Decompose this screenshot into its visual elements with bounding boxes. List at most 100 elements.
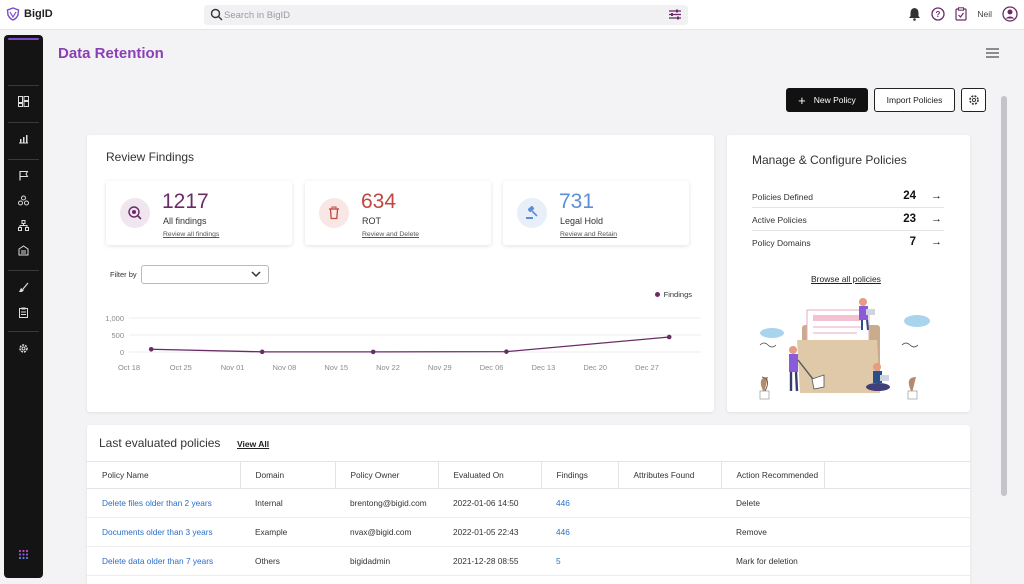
filter-by-select[interactable] [141, 265, 269, 284]
legend-dot [654, 292, 660, 297]
column-header-evaluated-on[interactable]: Evaluated On [438, 461, 542, 489]
table-row[interactable]: Delete files older than 2 years Internal… [87, 488, 970, 518]
app-logo[interactable]: BigID [6, 7, 53, 21]
sidebar-item-reports[interactable] [14, 129, 33, 148]
eye-icon [120, 198, 150, 228]
stat-card-all-findings[interactable]: 1217 All findings Review all findings [106, 181, 292, 245]
x-tick-label: Oct 18 [118, 363, 140, 372]
arrow-right-icon[interactable]: → [931, 213, 942, 225]
last-evaluated-policies-card: Last evaluated policies View All Policy … [87, 425, 970, 584]
evaluated-on-cell: 2022-01-06 14:50 [438, 488, 541, 518]
findings-link[interactable]: 446 [541, 488, 618, 518]
findings-series-line [151, 336, 670, 353]
x-tick-label: Nov 08 [273, 363, 297, 372]
view-all-link[interactable]: View All [237, 439, 270, 449]
sidebar-item-retention[interactable] [14, 303, 33, 322]
data-point [148, 346, 154, 352]
policies-defined-row[interactable]: Policies Defined 24 → [752, 186, 944, 208]
scrollbar-thumb[interactable] [1001, 96, 1007, 496]
search-bar[interactable]: Search in BigID [204, 5, 688, 25]
policies-table: Policy Name Domain Policy Owner Evaluate… [87, 461, 970, 576]
policy-name-link[interactable]: Delete files older than 2 years [87, 488, 240, 518]
active-policies-row[interactable]: Active Policies 23 → [752, 209, 944, 231]
findings-link[interactable]: 446 [541, 517, 618, 547]
policy-domains-row[interactable]: Policy Domains 7 → [752, 232, 944, 254]
new-policy-label: New Policy [813, 95, 856, 105]
domain-cell: Others [240, 546, 335, 576]
action-cell: Mark for deletion [721, 546, 824, 576]
sidebar-item-remediation[interactable] [14, 278, 33, 297]
bell-icon[interactable] [908, 7, 921, 21]
broom-icon [19, 282, 29, 292]
stat-card-legal-hold[interactable]: 731 Legal Hold Review and Retain [503, 181, 689, 245]
legend-label: Findings [663, 290, 692, 299]
import-policies-button[interactable]: Import Policies [874, 88, 955, 112]
empty-cell [824, 488, 970, 518]
column-header-empty [824, 461, 970, 489]
y-tick-label: 500 [111, 331, 124, 340]
user-name[interactable]: Neil [977, 9, 992, 19]
domain-cell: Internal [240, 488, 335, 518]
sidebar-item-policies[interactable] [14, 166, 33, 185]
legal-hold-value: 731 [559, 190, 595, 213]
new-policy-button[interactable]: + New Policy [786, 88, 868, 112]
policies-defined-value: 24 [903, 190, 916, 202]
browse-all-policies-link[interactable]: Browse all policies [811, 274, 881, 284]
column-header-domain[interactable]: Domain [240, 461, 336, 489]
sidebar-item-hierarchy[interactable] [14, 216, 33, 235]
x-tick-label: Nov 29 [428, 363, 452, 372]
plus-icon: + [798, 92, 806, 108]
review-findings-card: Review Findings 1217 All findings Review… [87, 135, 714, 412]
findings-line-chart: 1,000 500 0 Oct 18 Oct 25 Nov 01 Nov 08 Nov 15 N… [105, 314, 701, 372]
x-tick-label: Nov 01 [221, 363, 245, 372]
hierarchy-icon [18, 220, 29, 231]
review-all-findings-link[interactable]: Review all findings [163, 231, 220, 238]
x-tick-label: Nov 22 [376, 363, 400, 372]
filter-sliders-icon[interactable] [668, 8, 682, 21]
help-icon[interactable]: ? [931, 7, 945, 21]
table-row[interactable]: Documents older than 3 years Example nva… [87, 517, 970, 547]
action-cell: Remove [721, 517, 824, 547]
tasks-icon[interactable] [955, 7, 967, 21]
active-policies-value: 23 [903, 213, 916, 225]
gear-icon [19, 344, 28, 353]
x-tick-label: Dec 13 [532, 363, 556, 372]
evaluated-on-cell: 2022-01-05 22:43 [438, 517, 541, 547]
legal-hold-label: Legal Hold [560, 216, 604, 226]
sidebar-divider [8, 270, 39, 271]
policy-domains-label: Policy Domains [752, 238, 811, 248]
policies-defined-label: Policies Defined [752, 192, 813, 202]
gear-icon [968, 95, 979, 105]
settings-button[interactable] [961, 88, 986, 112]
sidebar-item-dashboard[interactable] [14, 92, 33, 111]
data-point [259, 349, 265, 355]
empty-cell [824, 546, 970, 576]
table-row[interactable]: Delete data older than 7 years Others bi… [87, 546, 970, 576]
column-header-attributes-found[interactable]: Attributes Found [618, 461, 722, 489]
stat-card-rot[interactable]: 634 ROT Review and Delete [305, 181, 491, 245]
findings-link[interactable]: 5 [541, 546, 618, 576]
arrow-right-icon[interactable]: → [931, 190, 942, 202]
policy-name-link[interactable]: Documents older than 3 years [87, 517, 240, 547]
bigid-logo-icon [6, 7, 20, 21]
avatar-icon[interactable] [1002, 6, 1018, 22]
sidebar-app-launcher[interactable] [14, 545, 33, 564]
column-header-findings[interactable]: Findings [541, 461, 619, 489]
policy-name-link[interactable]: Delete data older than 7 years [87, 546, 240, 576]
hamburger-menu-icon[interactable] [986, 48, 999, 58]
empty-cell [824, 517, 970, 547]
data-point [370, 349, 376, 355]
arrow-right-icon[interactable]: → [931, 236, 942, 248]
column-header-policy-owner[interactable]: Policy Owner [335, 461, 439, 489]
review-and-delete-link[interactable]: Review and Delete [362, 231, 420, 238]
sidebar-item-settings[interactable] [14, 339, 33, 358]
nodes-icon [18, 195, 29, 206]
sidebar-item-catalog[interactable] [14, 191, 33, 210]
column-header-action-recommended[interactable]: Action Recommended [721, 461, 825, 489]
apps-grid-icon [18, 549, 29, 560]
review-and-retain-link[interactable]: Review and Retain [560, 231, 618, 238]
x-tick-label: Dec 27 [635, 363, 659, 372]
sidebar-item-inventory[interactable] [14, 241, 33, 260]
table-header-row: Policy Name Domain Policy Owner Evaluate… [87, 461, 970, 489]
column-header-policy-name[interactable]: Policy Name [87, 461, 241, 489]
